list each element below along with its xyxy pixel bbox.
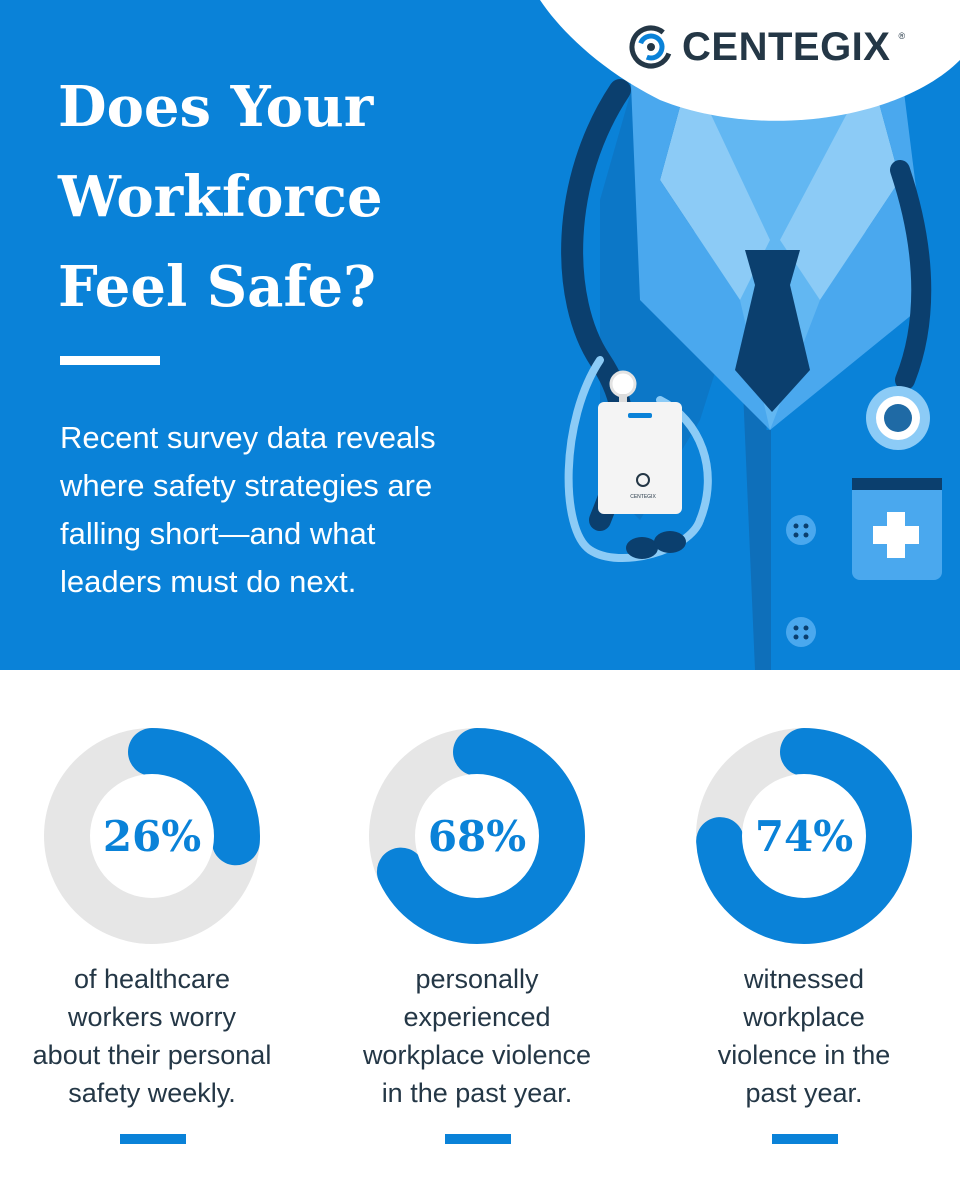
donut-chart [369,728,585,944]
centegix-logo-icon [629,25,673,69]
stat-divider [772,1134,838,1144]
title-line: Does Your [58,74,374,140]
title-divider [60,356,160,365]
brand-logo: CENTEGIX ® [628,24,905,70]
title-line: Workforce [58,164,383,230]
subtitle-line: falling short—and what [60,516,376,551]
caption-line: workers worry [67,1002,236,1032]
subtitle-line: Recent survey data reveals [60,420,436,455]
page-title: Does Your Workforce Feel Safe? [58,62,528,332]
badge-brand-text: CENTEGIX [630,494,656,500]
donut-arc [369,728,585,944]
registered-mark: ® [898,31,906,41]
stat-caption: witnessed workplace violence in the past… [654,960,954,1112]
donut-center [415,774,539,898]
subtitle-line: leaders must do next. [60,564,357,599]
caption-line: witnessed [743,964,865,994]
stat-value: 74% [754,811,854,861]
caption-line: workplace [743,1002,865,1032]
subtitle-line: where safety strategies are [60,468,433,503]
caption-line: safety weekly. [68,1078,236,1108]
stat-caption: of healthcare workers worry about their … [2,960,302,1112]
donut-center [90,774,214,898]
caption-line: experienced [403,1002,551,1032]
donut-chart [696,728,912,944]
stat-value: 26% [102,811,202,861]
stat-caption: personally experienced workplace violenc… [327,960,627,1112]
stat-value: 68% [427,811,527,861]
caption-line: about their personal [32,1040,272,1070]
caption-line: of healthcare [73,964,231,994]
caption-line: workplace violence [362,1040,592,1070]
donut-center [742,774,866,898]
caption-line: violence in the [717,1040,891,1070]
brand-name: CENTEGIX [682,24,891,69]
donut-arc [44,728,260,944]
stat-divider [445,1134,511,1144]
donut-chart [44,728,260,944]
donut-arc [696,728,912,944]
caption-line: personally [415,964,539,994]
doctor-coat-illustration: CENTEGIX [540,0,960,670]
caption-line: past year. [745,1078,863,1108]
subtitle: Recent survey data reveals where safety … [60,414,500,606]
title-line: Feel Safe? [58,254,376,320]
caption-line: in the past year. [381,1078,573,1108]
hero-banner: CENTEGIX CENTEGIX ® Does Your Workforce … [0,0,960,670]
stat-divider [120,1134,186,1144]
